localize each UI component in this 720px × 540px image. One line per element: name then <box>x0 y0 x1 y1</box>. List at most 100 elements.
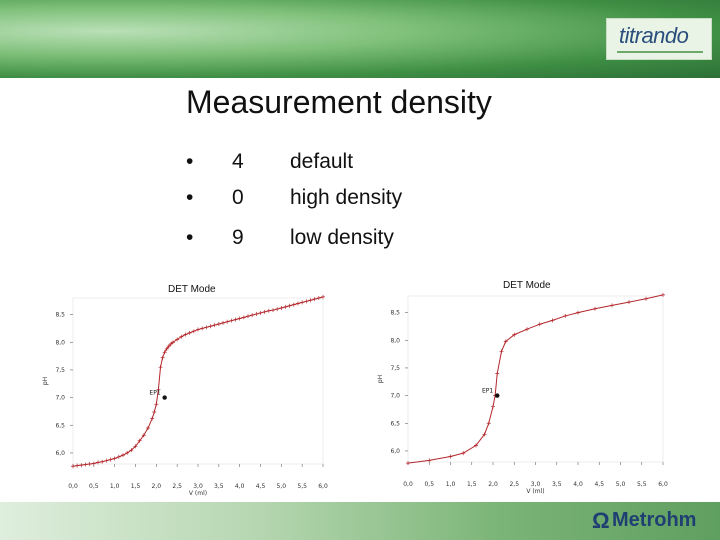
titration-chart-left: 6,0 6,5 7,0 7,5 8,0 8,5 0,0 0,5 1,0 1,5 2,0 2,5 3,0 3… <box>42 294 328 497</box>
data-point <box>158 365 163 370</box>
x-tick-label: 1,5 <box>131 483 141 490</box>
data-point <box>125 450 130 455</box>
data-point <box>262 309 267 314</box>
data-point <box>427 458 432 463</box>
x-tick-label: 3,0 <box>531 481 541 488</box>
data-point <box>164 346 169 351</box>
data-point <box>83 462 88 467</box>
x-tick-label: 0,5 <box>89 483 99 490</box>
data-point <box>160 355 165 360</box>
bullet-dot: • <box>186 150 194 173</box>
data-point <box>216 322 221 327</box>
data-point <box>168 341 173 346</box>
data-point <box>406 461 410 466</box>
data-point <box>503 339 508 344</box>
x-tick-label: 6,0 <box>658 481 668 488</box>
endpoint-label: EP1 <box>482 388 493 395</box>
data-point <box>112 456 117 461</box>
data-point <box>175 337 180 342</box>
x-axis-label: V (ml) <box>189 490 207 497</box>
data-point <box>204 325 209 330</box>
data-point <box>208 324 213 329</box>
data-point <box>525 327 529 332</box>
data-point <box>448 454 453 459</box>
data-point <box>150 416 155 421</box>
data-point <box>183 332 188 337</box>
data-point <box>312 297 317 302</box>
endpoint-marker <box>162 395 167 400</box>
endpoint-marker <box>495 393 500 398</box>
header-band <box>0 0 720 78</box>
data-point <box>246 314 250 319</box>
plot-frame <box>407 295 664 463</box>
data-point <box>304 299 309 304</box>
data-point <box>200 326 205 331</box>
data-point <box>137 438 142 443</box>
data-point <box>171 340 175 345</box>
data-point <box>271 308 275 313</box>
bullet-value: 0 <box>232 186 244 209</box>
metrohm-omega-icon: Ω <box>592 508 610 533</box>
data-point <box>71 464 75 469</box>
y-tick-label: 8,5 <box>390 310 400 317</box>
data-point <box>212 323 217 328</box>
y-tick-label: 7,0 <box>390 393 400 400</box>
x-tick-label: 5,0 <box>616 481 626 488</box>
x-tick-label: 4,5 <box>594 481 604 488</box>
data-point <box>187 330 192 335</box>
endpoint-label: EP1 <box>149 390 160 397</box>
data-point <box>461 451 466 456</box>
data-point <box>291 302 296 307</box>
bullet-dot: • <box>186 226 194 249</box>
data-point <box>75 463 80 468</box>
data-point <box>283 304 288 309</box>
data-point <box>296 301 300 306</box>
data-point <box>627 300 631 305</box>
y-axis-label: pH <box>377 375 384 383</box>
data-point <box>258 310 263 315</box>
data-point <box>233 317 238 322</box>
y-tick-label: 8,5 <box>55 312 65 319</box>
data-point <box>308 298 313 303</box>
y-tick-label: 7,0 <box>55 395 65 402</box>
bullet-value: 4 <box>232 150 244 173</box>
data-point <box>241 315 246 320</box>
slide-title: Measurement density <box>186 84 492 120</box>
data-point <box>495 371 500 376</box>
data-point <box>141 433 146 438</box>
y-tick-label: 6,0 <box>390 448 400 455</box>
data-point <box>576 310 580 315</box>
data-point <box>482 432 487 437</box>
x-tick-label: 0,0 <box>403 481 413 488</box>
data-point <box>321 294 325 299</box>
logo-underline <box>617 51 703 53</box>
y-tick-label: 7,5 <box>390 365 400 372</box>
data-point <box>154 402 159 407</box>
data-point <box>644 296 648 301</box>
data-point <box>166 344 171 349</box>
data-point <box>96 460 100 465</box>
chart-title-right: DET Mode <box>503 280 551 291</box>
titration-curve <box>407 294 664 464</box>
titration-curve <box>72 296 324 467</box>
data-point <box>593 306 597 311</box>
bullet-label: high density <box>290 186 403 209</box>
y-tick-label: 8,0 <box>55 339 65 346</box>
bullet-dot: • <box>186 186 194 209</box>
x-tick-label: 2,0 <box>488 481 498 488</box>
x-tick-label: 4,5 <box>256 483 266 490</box>
x-tick-label: 1,0 <box>110 483 120 490</box>
titrando-logo: titrando <box>606 18 712 60</box>
bullet-label: low density <box>290 226 394 249</box>
x-tick-label: 0,0 <box>68 483 78 490</box>
y-axis-label: pH <box>42 377 49 385</box>
bullet-value: 9 <box>232 226 244 249</box>
x-tick-label: 1,0 <box>446 481 456 488</box>
data-point <box>121 453 125 458</box>
data-point <box>152 409 157 414</box>
data-point <box>162 350 167 355</box>
y-tick-label: 6,5 <box>55 422 65 429</box>
data-point <box>563 313 568 318</box>
x-tick-label: 4,0 <box>235 483 245 490</box>
data-point <box>287 303 292 308</box>
